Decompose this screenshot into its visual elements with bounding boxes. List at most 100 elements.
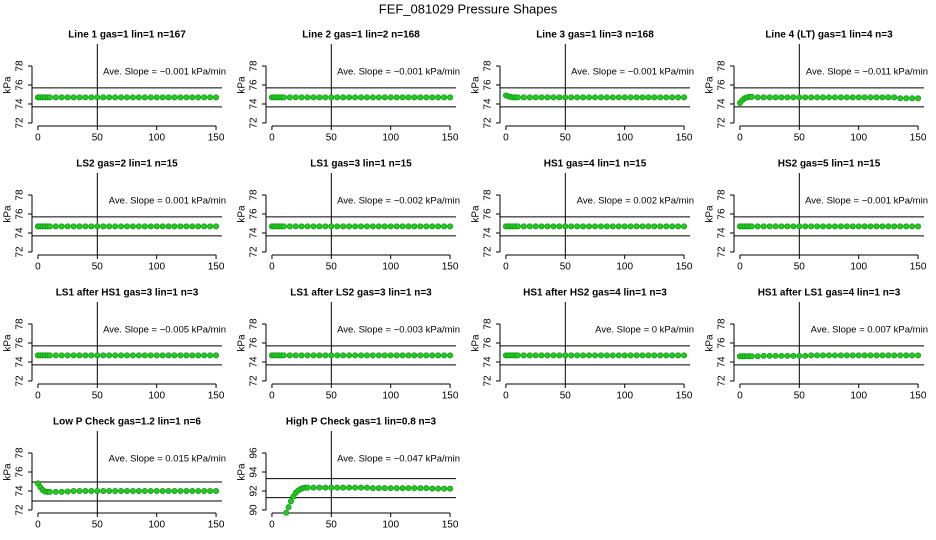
- point: [586, 94, 593, 101]
- point: [778, 94, 785, 101]
- panel-title: LS2 gas=2 lin=1 n=15: [76, 159, 178, 170]
- point: [316, 223, 323, 230]
- y-tick-label: 74: [717, 227, 728, 239]
- point: [171, 487, 178, 494]
- y-tick-label: 90: [249, 504, 260, 516]
- y-tick-label: 74: [717, 98, 728, 110]
- point: [603, 352, 610, 359]
- point: [171, 94, 178, 101]
- point: [346, 94, 353, 101]
- point: [586, 352, 593, 359]
- point: [808, 223, 815, 230]
- point: [135, 94, 142, 101]
- point: [897, 352, 904, 359]
- annotation: Ave. Slope = −0.005 kPa/min: [103, 325, 226, 336]
- x-tick-label: 0: [35, 133, 41, 144]
- point: [897, 95, 904, 102]
- point: [681, 223, 688, 230]
- point: [843, 223, 850, 230]
- point: [831, 94, 838, 101]
- y-tick-label: 76: [717, 337, 728, 349]
- point: [784, 223, 791, 230]
- point: [195, 223, 202, 230]
- point: [748, 223, 755, 230]
- point: [639, 94, 646, 101]
- x-tick-label: 50: [794, 262, 806, 273]
- point: [298, 352, 305, 359]
- y-tick-label: 72: [483, 246, 494, 258]
- y-tick-label: 76: [249, 337, 260, 349]
- point: [106, 94, 113, 101]
- point: [363, 484, 370, 491]
- point: [675, 352, 682, 359]
- point: [520, 352, 527, 359]
- point: [915, 352, 922, 359]
- point: [357, 94, 364, 101]
- x-tick-label: 50: [326, 520, 338, 531]
- y-tick-label: 76: [717, 79, 728, 91]
- point: [627, 94, 634, 101]
- x-tick-label: 150: [208, 133, 225, 144]
- point: [94, 94, 101, 101]
- point: [675, 94, 682, 101]
- point: [70, 487, 77, 494]
- point: [207, 223, 214, 230]
- point: [802, 352, 809, 359]
- point: [328, 223, 335, 230]
- point: [784, 352, 791, 359]
- page-title: FEF_081029 Pressure Shapes: [379, 1, 558, 16]
- point: [183, 487, 190, 494]
- point: [363, 223, 370, 230]
- point: [526, 94, 533, 101]
- x-tick-label: 50: [794, 133, 806, 144]
- point: [322, 352, 329, 359]
- point: [831, 223, 838, 230]
- point: [802, 223, 809, 230]
- point: [562, 352, 569, 359]
- point: [183, 352, 190, 359]
- point: [633, 223, 640, 230]
- x-tick-label: 100: [382, 133, 399, 144]
- point: [909, 95, 916, 102]
- x-tick-label: 50: [560, 133, 572, 144]
- panel-title: Low P Check gas=1.2 lin=1 n=6: [53, 417, 201, 428]
- point: [159, 487, 166, 494]
- x-tick-label: 100: [148, 391, 165, 402]
- y-tick-label: 76: [15, 337, 26, 349]
- point: [298, 94, 305, 101]
- point: [159, 223, 166, 230]
- point: [304, 484, 311, 491]
- x-tick-label: 100: [382, 391, 399, 402]
- point: [879, 352, 886, 359]
- point: [885, 223, 892, 230]
- point: [562, 94, 569, 101]
- x-tick-label: 0: [269, 262, 275, 273]
- point: [129, 223, 136, 230]
- point: [592, 352, 599, 359]
- point: [46, 223, 53, 230]
- point: [849, 223, 856, 230]
- point: [627, 223, 634, 230]
- x-tick-label: 100: [148, 520, 165, 531]
- point: [64, 94, 71, 101]
- y-tick-label: 78: [483, 60, 494, 72]
- point: [657, 223, 664, 230]
- point: [106, 352, 113, 359]
- point: [177, 223, 184, 230]
- point: [106, 223, 113, 230]
- point: [165, 223, 172, 230]
- point: [754, 223, 761, 230]
- point: [748, 93, 755, 100]
- panel-title: LS1 after LS2 gas=3 lin=1 n=3: [290, 288, 432, 299]
- point: [52, 488, 59, 495]
- x-tick-label: 100: [850, 391, 867, 402]
- point: [411, 223, 418, 230]
- point: [574, 94, 581, 101]
- point: [316, 484, 323, 491]
- x-tick-label: 0: [737, 262, 743, 273]
- point: [748, 353, 755, 360]
- point: [651, 94, 658, 101]
- point: [195, 352, 202, 359]
- point: [165, 352, 172, 359]
- y-tick-label: 74: [483, 227, 494, 239]
